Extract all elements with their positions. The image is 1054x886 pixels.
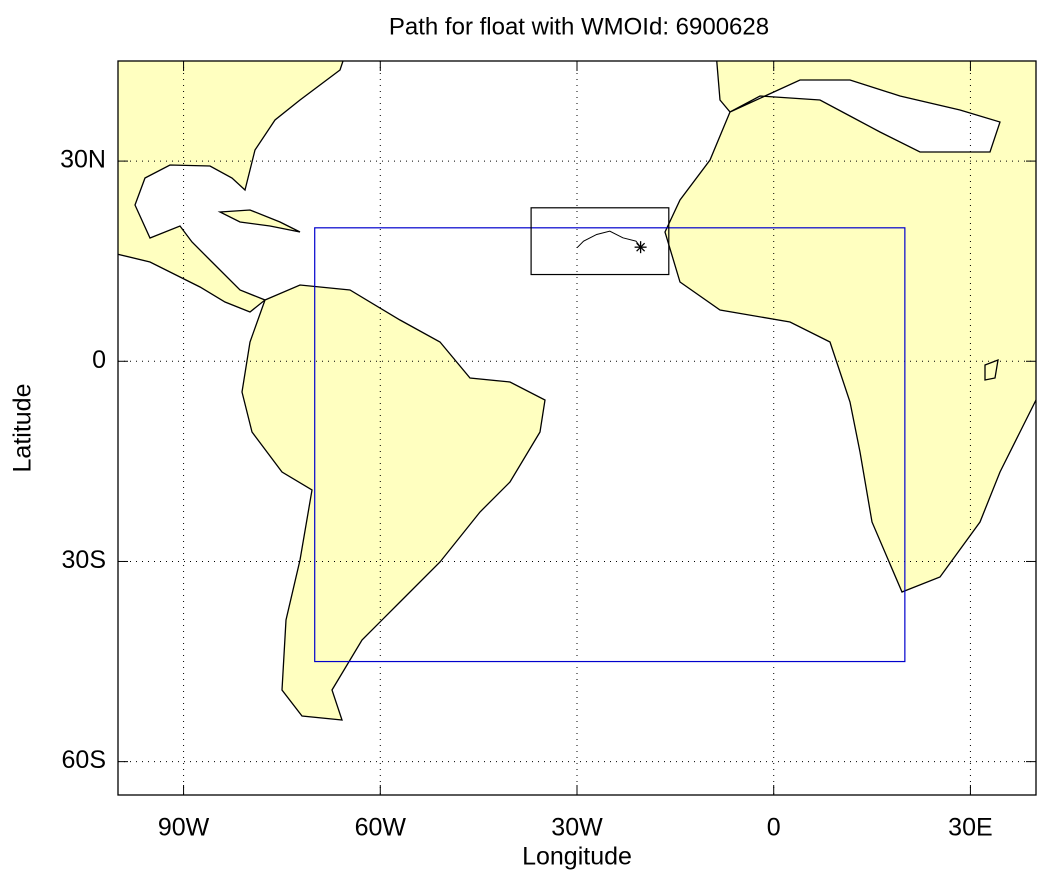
region-box [314,227,906,663]
y-tick-label: 60S [62,746,106,774]
x-tick-label: 30E [948,814,992,842]
x-tick-label: 30W [551,814,603,842]
south-america [241,284,546,721]
region-box [530,207,670,276]
x-tick-label: 0 [767,814,781,842]
y-tick-label: 30N [60,146,106,174]
y-tick-label: 30S [62,546,106,574]
float-last-position [634,241,647,254]
north-america [118,61,344,313]
x-tick-label: 60W [355,814,407,842]
x-tick-label: 90W [158,814,210,842]
coastlines [118,61,1036,721]
cuba [217,209,301,233]
y-axis-label: Latitude [9,384,37,473]
float-track [576,230,642,249]
x-axis-label: Longitude [522,843,632,871]
africa-europe [664,61,1036,593]
y-tick-label: 0 [92,346,106,374]
chart-title: Path for float with WMOId: 6900628 [389,13,769,40]
madagascar [984,358,999,381]
mediterranean [729,79,1001,153]
